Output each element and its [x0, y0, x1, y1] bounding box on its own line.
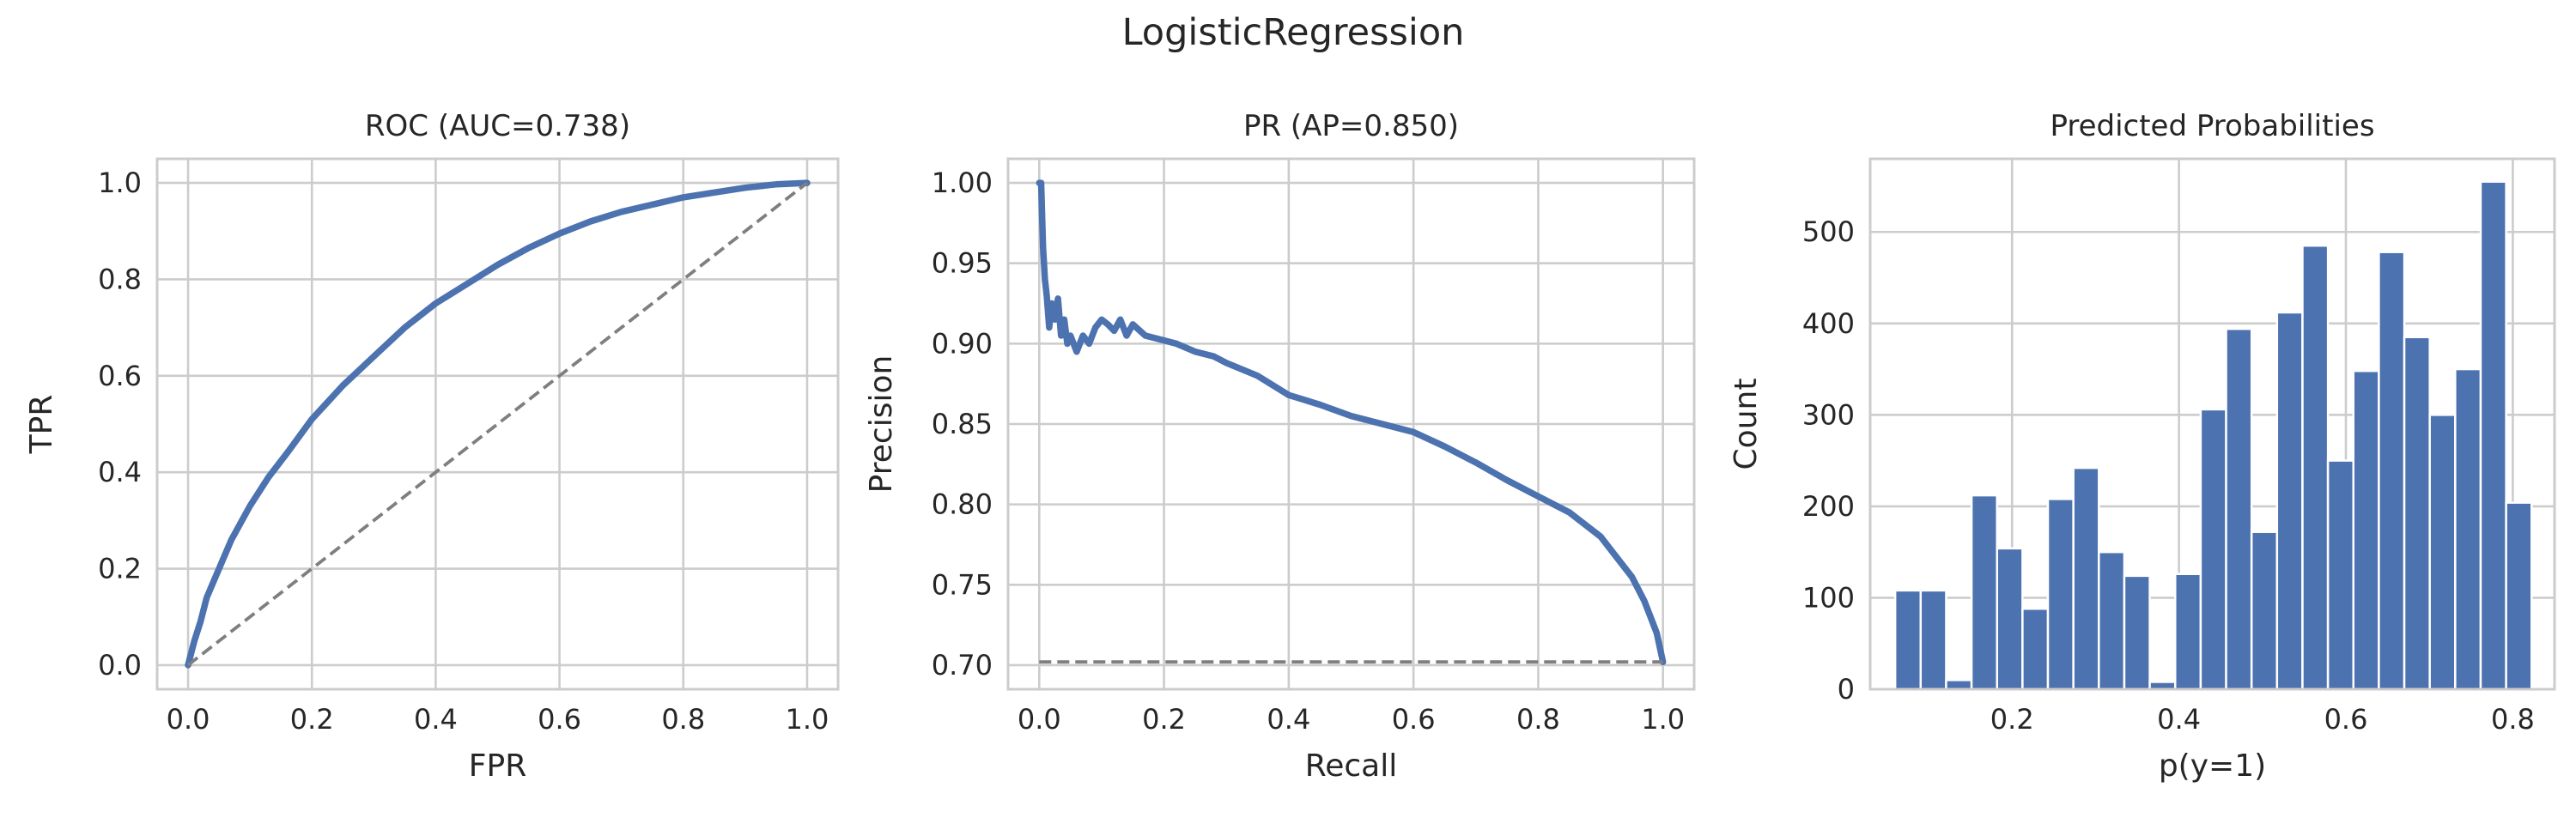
- pr-ytick-label: 0.80: [932, 488, 993, 521]
- hist-ytick-label: 500: [1802, 215, 1855, 248]
- hist-ytick-label: 200: [1802, 490, 1855, 523]
- histogram-bar-8: [2098, 550, 2126, 691]
- histogram-bar-17: [2326, 459, 2355, 691]
- histogram-bar-2: [1945, 679, 1973, 691]
- histogram-bar-13: [2225, 327, 2253, 691]
- roc-xtick-label: 0.6: [538, 703, 581, 736]
- pr-curve: [1036, 179, 1667, 665]
- roc-xlabel: FPR: [469, 748, 526, 784]
- hist-xtick-label: 0.4: [2157, 703, 2201, 736]
- roc-ytick-label: 0.4: [98, 456, 142, 488]
- histogram-bar-9: [2123, 574, 2151, 691]
- histogram-bar-14: [2250, 530, 2279, 691]
- hist-ytick-label: 100: [1802, 581, 1855, 614]
- pr-title: PR (AP=0.850): [1243, 109, 1459, 143]
- histogram-bar-20: [2403, 336, 2431, 691]
- pr-ytick-label: 0.70: [932, 649, 993, 682]
- hist-title: Predicted Probabilities: [2050, 109, 2374, 143]
- pr-xtick-label: 1.0: [1641, 703, 1685, 736]
- roc-xtick-label: 1.0: [786, 703, 829, 736]
- pr-ytick-label: 0.95: [932, 247, 993, 280]
- roc-curve: [185, 179, 811, 669]
- pr-ytick-label: 1.00: [932, 167, 993, 199]
- roc-ytick-label: 0.2: [98, 553, 142, 585]
- histogram-bar-24: [2505, 501, 2533, 691]
- histogram-bar-6: [2046, 498, 2075, 691]
- pr-xtick-label: 0.2: [1142, 703, 1186, 736]
- roc-axes-frame: [155, 157, 840, 691]
- pr-ytick-label: 0.85: [932, 408, 993, 440]
- histogram-bar-16: [2301, 244, 2330, 691]
- hist-xtick-label: 0.6: [2324, 703, 2368, 736]
- hist-xtick-label: 0.2: [1990, 703, 2034, 736]
- hist-xtick-label: 0.8: [2491, 703, 2535, 736]
- hist-axes-frame: [1868, 157, 2556, 691]
- histogram-bar-19: [2378, 251, 2406, 691]
- pr-panel: 0.0 0.2 0.4 0.6 0.8 1.0 0.70 0.75 0.80 0.85 0.90 0.…: [864, 109, 1696, 784]
- roc-xtick-label: 0.2: [290, 703, 334, 736]
- histogram-bar-11: [2173, 573, 2202, 691]
- roc-ytick-label: 1.0: [98, 167, 142, 199]
- roc-title: ROC (AUC=0.738): [365, 109, 630, 143]
- roc-ytick-label: 0.0: [98, 649, 142, 682]
- figure-suptitle: LogisticRegression: [1122, 11, 1465, 54]
- probability-histogram-panel: 0.2 0.4 0.6 0.8 0 100 200 300 400 500 Predicted Pr…: [1728, 109, 2556, 784]
- histogram-bar-3: [1970, 494, 1998, 691]
- roc-xtick-label: 0.8: [661, 703, 705, 736]
- hist-ylabel: Count: [1728, 379, 1764, 470]
- hist-ytick-label: 300: [1802, 398, 1855, 431]
- pr-xtick-label: 0.4: [1267, 703, 1310, 736]
- roc-ylabel: TPR: [24, 395, 59, 455]
- pr-xtick-label: 0.6: [1392, 703, 1436, 736]
- histogram-bar-12: [2199, 408, 2227, 691]
- roc-ytick-label: 0.8: [98, 263, 142, 295]
- pr-xtick-label: 0.8: [1516, 703, 1560, 736]
- histogram-bar-22: [2454, 367, 2482, 691]
- roc-xtick-label: 0.4: [414, 703, 458, 736]
- roc-panel: 0.0 0.2 0.4 0.6 0.8 1.0 0.0 0.2 0.4 0.6 0.8 1.0 ROC …: [24, 109, 840, 784]
- pr-xlabel: Recall: [1305, 748, 1397, 784]
- pr-ytick-label: 0.90: [932, 327, 993, 360]
- histogram-bar-7: [2072, 466, 2100, 691]
- pr-ytick-label: 0.75: [932, 568, 993, 601]
- roc-ytick-label: 0.6: [98, 360, 142, 392]
- histogram-bar-23: [2479, 180, 2507, 691]
- histogram-bar-5: [2021, 607, 2050, 691]
- hist-ytick-label: 0: [1838, 673, 1855, 706]
- roc-baseline: [186, 181, 809, 667]
- histogram-bar-21: [2428, 414, 2457, 691]
- histogram-bar-0: [1893, 589, 1923, 691]
- hist-ytick-label: 400: [1802, 307, 1855, 340]
- roc-xtick-label: 0.0: [167, 703, 210, 736]
- hist-xlabel: p(y=1): [2159, 748, 2266, 784]
- histogram-bar-15: [2275, 311, 2304, 691]
- histogram-bar-1: [1919, 589, 1947, 691]
- histogram-bar-18: [2352, 369, 2380, 691]
- pr-ylabel: Precision: [864, 355, 899, 494]
- pr-axes-frame: [1006, 157, 1696, 691]
- pr-xtick-label: 0.0: [1018, 703, 1061, 736]
- histogram-bar-4: [1996, 547, 2024, 691]
